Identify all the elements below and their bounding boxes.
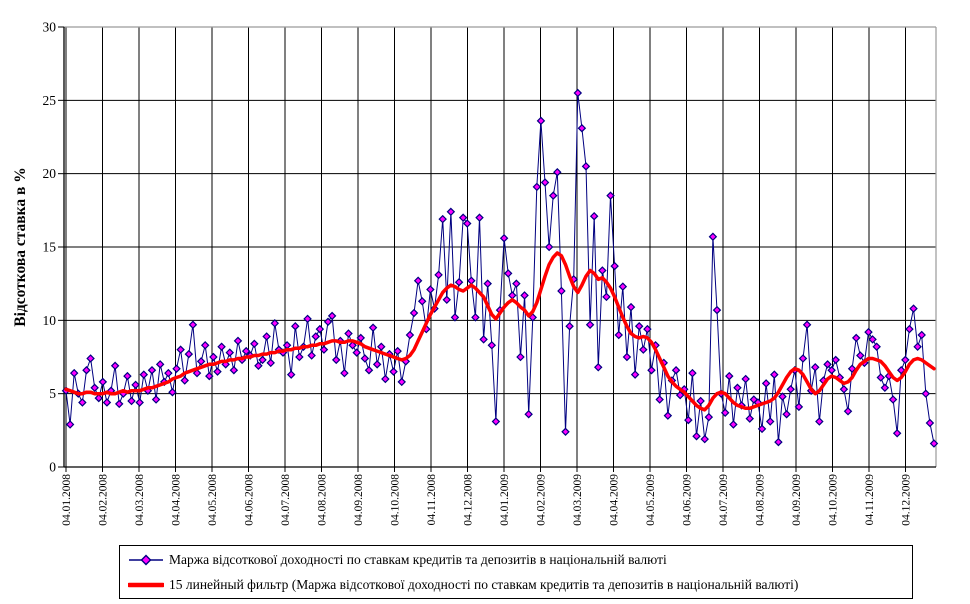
svg-text:04.10.2008: 04.10.2008 xyxy=(390,474,402,526)
legend-item-filter: 15 линейный фильтр (Маржа відсоткової до… xyxy=(128,574,912,596)
svg-text:04.11.2008: 04.11.2008 xyxy=(426,474,438,526)
svg-text:04.05.2008: 04.05.2008 xyxy=(207,474,219,526)
svg-text:5: 5 xyxy=(49,386,56,401)
svg-text:04.03.2008: 04.03.2008 xyxy=(134,474,146,526)
y-axis-title: Відсоткова ставка в % xyxy=(12,167,29,326)
svg-text:04.02.2008: 04.02.2008 xyxy=(98,474,110,526)
plot-area: 0 5 10 15 20 25 30 04.01.2008 04.02.2008 04.03.20… xyxy=(12,20,939,526)
legend-item-margin: Маржа відсоткової доходності по ставкам … xyxy=(128,549,912,571)
series-filter-line xyxy=(64,251,936,412)
legend-diamond-marker-icon xyxy=(129,554,163,565)
legend-red-line-icon xyxy=(128,582,164,587)
svg-text:04.04.2008: 04.04.2008 xyxy=(171,474,183,526)
svg-text:0: 0 xyxy=(49,460,56,475)
svg-text:04.09.2009: 04.09.2009 xyxy=(791,474,803,526)
svg-text:20: 20 xyxy=(43,166,57,181)
svg-text:04.01.2009: 04.01.2009 xyxy=(499,474,511,526)
series-margin-markers xyxy=(61,88,939,448)
legend-label-filter: 15 линейный фильтр (Маржа відсоткової до… xyxy=(169,576,799,592)
svg-text:04.03.2009: 04.03.2009 xyxy=(572,474,584,526)
svg-text:04.12.2009: 04.12.2009 xyxy=(901,474,913,526)
legend: Маржа відсоткової доходності по ставкам … xyxy=(119,545,913,599)
y-tick-labels: 0 5 10 15 20 25 30 xyxy=(43,20,57,475)
svg-text:04.06.2009: 04.06.2009 xyxy=(682,474,694,526)
series-margin-line xyxy=(65,92,935,444)
svg-text:04.11.2009: 04.11.2009 xyxy=(864,474,876,526)
svg-text:30: 30 xyxy=(43,20,57,35)
svg-text:04.04.2009: 04.04.2009 xyxy=(609,474,621,526)
svg-text:04.12.2008: 04.12.2008 xyxy=(463,474,475,526)
svg-text:04.08.2009: 04.08.2009 xyxy=(755,474,767,526)
legend-label-margin: Маржа відсоткової доходності по ставкам … xyxy=(169,551,667,567)
svg-text:04.07.2009: 04.07.2009 xyxy=(718,474,730,526)
svg-text:04.10.2009: 04.10.2009 xyxy=(828,474,840,526)
plot-frame xyxy=(63,26,937,468)
svg-text:04.02.2009: 04.02.2009 xyxy=(536,474,548,526)
svg-text:04.09.2008: 04.09.2008 xyxy=(353,474,365,526)
svg-text:04.07.2008: 04.07.2008 xyxy=(280,474,292,526)
svg-text:25: 25 xyxy=(43,93,57,108)
gridlines xyxy=(58,26,936,472)
svg-text:04.01.2008: 04.01.2008 xyxy=(61,474,73,526)
svg-text:10: 10 xyxy=(43,313,57,328)
svg-text:15: 15 xyxy=(43,240,57,255)
svg-text:04.08.2008: 04.08.2008 xyxy=(317,474,329,526)
svg-text:04.05.2009: 04.05.2009 xyxy=(645,474,657,526)
x-tick-labels: 04.01.2008 04.02.2008 04.03.2008 04.04.2008… xyxy=(61,474,913,526)
svg-text:04.06.2008: 04.06.2008 xyxy=(244,474,256,526)
